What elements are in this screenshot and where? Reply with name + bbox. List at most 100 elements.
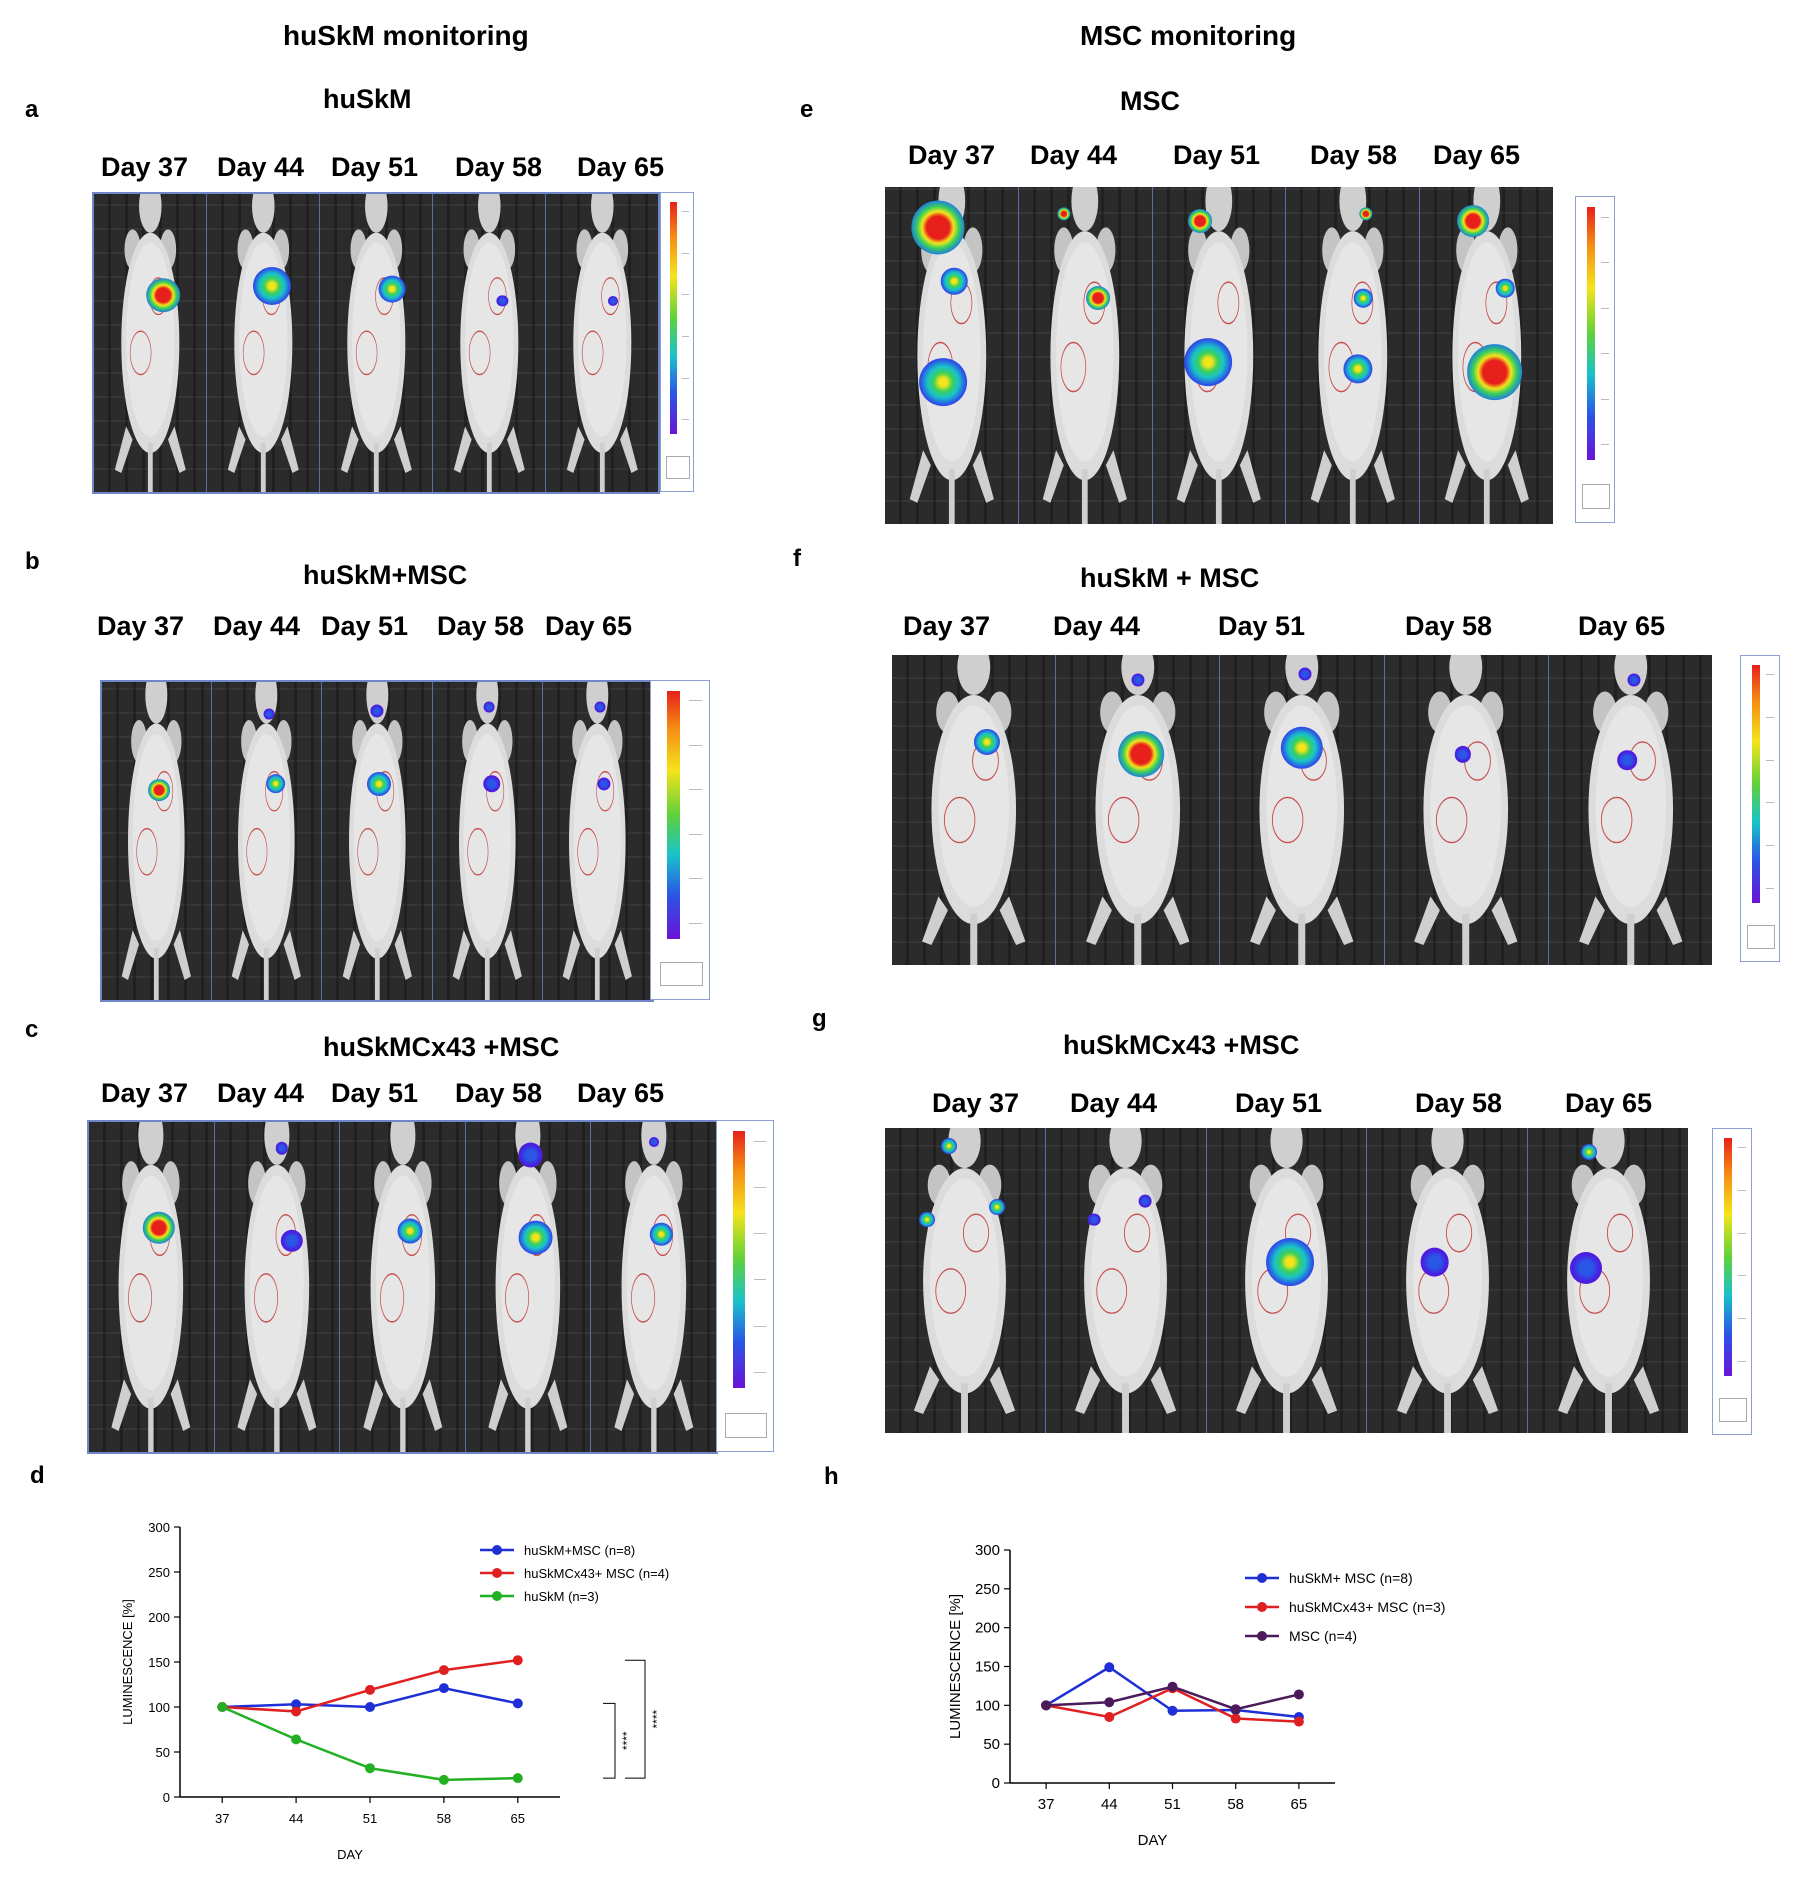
data-point — [291, 1706, 302, 1717]
panel-g-day-label: Day 51 — [1235, 1088, 1323, 1118]
data-point — [1104, 1662, 1115, 1673]
colorbar-tick — [1766, 674, 1775, 676]
panel-d-letter: d — [30, 1462, 45, 1489]
panel-a-title: huSkM — [323, 84, 412, 114]
panel-f-day-label: Day 44 — [1053, 611, 1141, 641]
legend-marker — [492, 1591, 502, 1601]
colorbar-tick — [1738, 1147, 1747, 1149]
colorbar-info-box — [659, 962, 704, 987]
bioluminescence-signal — [146, 278, 181, 313]
panel-e-title: MSC — [1120, 86, 1180, 116]
significance-stars: **** — [650, 1709, 664, 1728]
bioluminescence-signal — [370, 704, 384, 718]
bioluminescence-signal — [1454, 746, 1472, 763]
x-tick-label: 37 — [215, 1811, 229, 1826]
panel-b-day-label: Day 51 — [321, 611, 409, 641]
x-tick-label: 51 — [363, 1811, 377, 1826]
bioluminescence-signal — [275, 1142, 289, 1155]
panel-a-day-label: Day 51 — [331, 152, 419, 182]
data-point — [512, 1655, 523, 1666]
y-tick-label: 0 — [163, 1790, 170, 1805]
colorbar-tick — [753, 1233, 767, 1235]
bioluminescence-signal — [252, 267, 291, 306]
significance-stars: **** — [620, 1731, 634, 1750]
panel-c-day-label: Day 65 — [577, 1078, 665, 1108]
panel-g-day-label: Day 58 — [1415, 1088, 1503, 1118]
x-tick-label: 65 — [511, 1811, 525, 1826]
bioluminescence-signal — [1265, 1238, 1314, 1287]
panel-c-image-strip — [87, 1120, 718, 1454]
mouse-image-tile — [1220, 655, 1385, 965]
panel-g-letter: g — [812, 1005, 827, 1032]
mouse-image-tile — [1206, 1128, 1368, 1433]
panel-h-line-chart: 0 50 100 150 200 250 300 37 44 51 58 65 DAY LUMINESCE… — [947, 1542, 1445, 1849]
bioluminescence-signal — [1188, 208, 1213, 233]
panel-c-day-label: Day 51 — [331, 1078, 419, 1108]
data-point — [1230, 1704, 1241, 1715]
x-tick-label: 58 — [437, 1811, 451, 1826]
bioluminescence-signal — [594, 701, 606, 713]
panel-e-letter: e — [800, 96, 814, 123]
legend-marker — [1257, 1631, 1267, 1641]
bioluminescence-signal — [483, 701, 495, 713]
legend-label: MSC (n=4) — [1289, 1628, 1357, 1644]
colorbar-tick — [682, 336, 690, 338]
bioluminescence-signal — [1354, 288, 1373, 308]
panel-e-day-label: Day 37 — [908, 140, 996, 170]
data-point — [512, 1773, 523, 1784]
mouse-image-tile — [322, 682, 433, 1000]
colorbar-tick — [753, 1325, 767, 1327]
bioluminescence-signal — [1359, 207, 1373, 221]
data-point — [1167, 1705, 1178, 1716]
colorbar-info-box — [725, 1412, 768, 1438]
bioluminescence-signal — [1131, 673, 1145, 687]
mouse-image-tile — [591, 1122, 716, 1452]
y-tick-label: 300 — [975, 1542, 1000, 1559]
mouse-image-tile — [1384, 655, 1549, 965]
panel-f-colorbar — [1740, 655, 1780, 962]
legend-label: huSkMCx43+ MSC (n=3) — [1289, 1599, 1445, 1615]
mouse-image-tile — [885, 1128, 1046, 1433]
mouse-image-tile — [1286, 187, 1421, 524]
bioluminescence-signal — [1087, 1213, 1101, 1226]
bioluminescence-signal — [518, 1220, 553, 1255]
panel-a-day-label: Day 58 — [455, 152, 543, 182]
mouse-image-tile — [1548, 655, 1713, 965]
colorbar-gradient — [667, 690, 680, 939]
y-tick-label: 200 — [975, 1620, 1000, 1637]
colorbar-gradient — [1723, 1138, 1732, 1377]
bioluminescence-signal — [1280, 726, 1324, 770]
data-point — [217, 1702, 228, 1712]
bioluminescence-signal — [482, 775, 501, 793]
panel-b-image-strip — [100, 680, 654, 1002]
panel-c-day-label: Day 37 — [101, 1078, 189, 1108]
colorbar-tick — [1766, 887, 1775, 889]
bioluminescence-signal — [263, 708, 275, 720]
colorbar-tick — [682, 294, 690, 296]
panel-a-day-label: Day 44 — [217, 152, 305, 182]
panel-a-letter: a — [25, 96, 39, 123]
mouse-image-tile — [89, 1122, 215, 1452]
panel-e-colorbar — [1575, 196, 1615, 523]
bioluminescence-signal — [608, 296, 619, 307]
series-line — [1045, 1686, 1299, 1723]
data-point — [1293, 1689, 1304, 1700]
colorbar-gradient — [1586, 206, 1595, 461]
bioluminescence-signal — [1184, 338, 1233, 387]
panel-c-day-label: Day 44 — [217, 1078, 305, 1108]
colorbar-tick — [1601, 216, 1610, 218]
legend-label: huSkM+ MSC (n=8) — [1289, 1570, 1413, 1586]
bioluminescence-signal — [649, 1222, 673, 1246]
y-tick-label: 150 — [975, 1659, 1000, 1676]
panel-c-day-label: Day 58 — [455, 1078, 543, 1108]
data-point — [365, 1684, 375, 1695]
panel-b-title: huSkM+MSC — [303, 560, 468, 590]
panel-e-day-label: Day 65 — [1433, 140, 1521, 170]
bioluminescence-signal — [142, 1211, 175, 1244]
colorbar-tick — [753, 1140, 767, 1142]
colorbar-info-box — [1718, 1398, 1748, 1422]
x-tick-label: 58 — [1227, 1796, 1244, 1813]
panel-e-day-label: Day 58 — [1310, 140, 1398, 170]
colorbar-tick — [1738, 1232, 1747, 1234]
significance-bracket — [625, 1659, 646, 1779]
